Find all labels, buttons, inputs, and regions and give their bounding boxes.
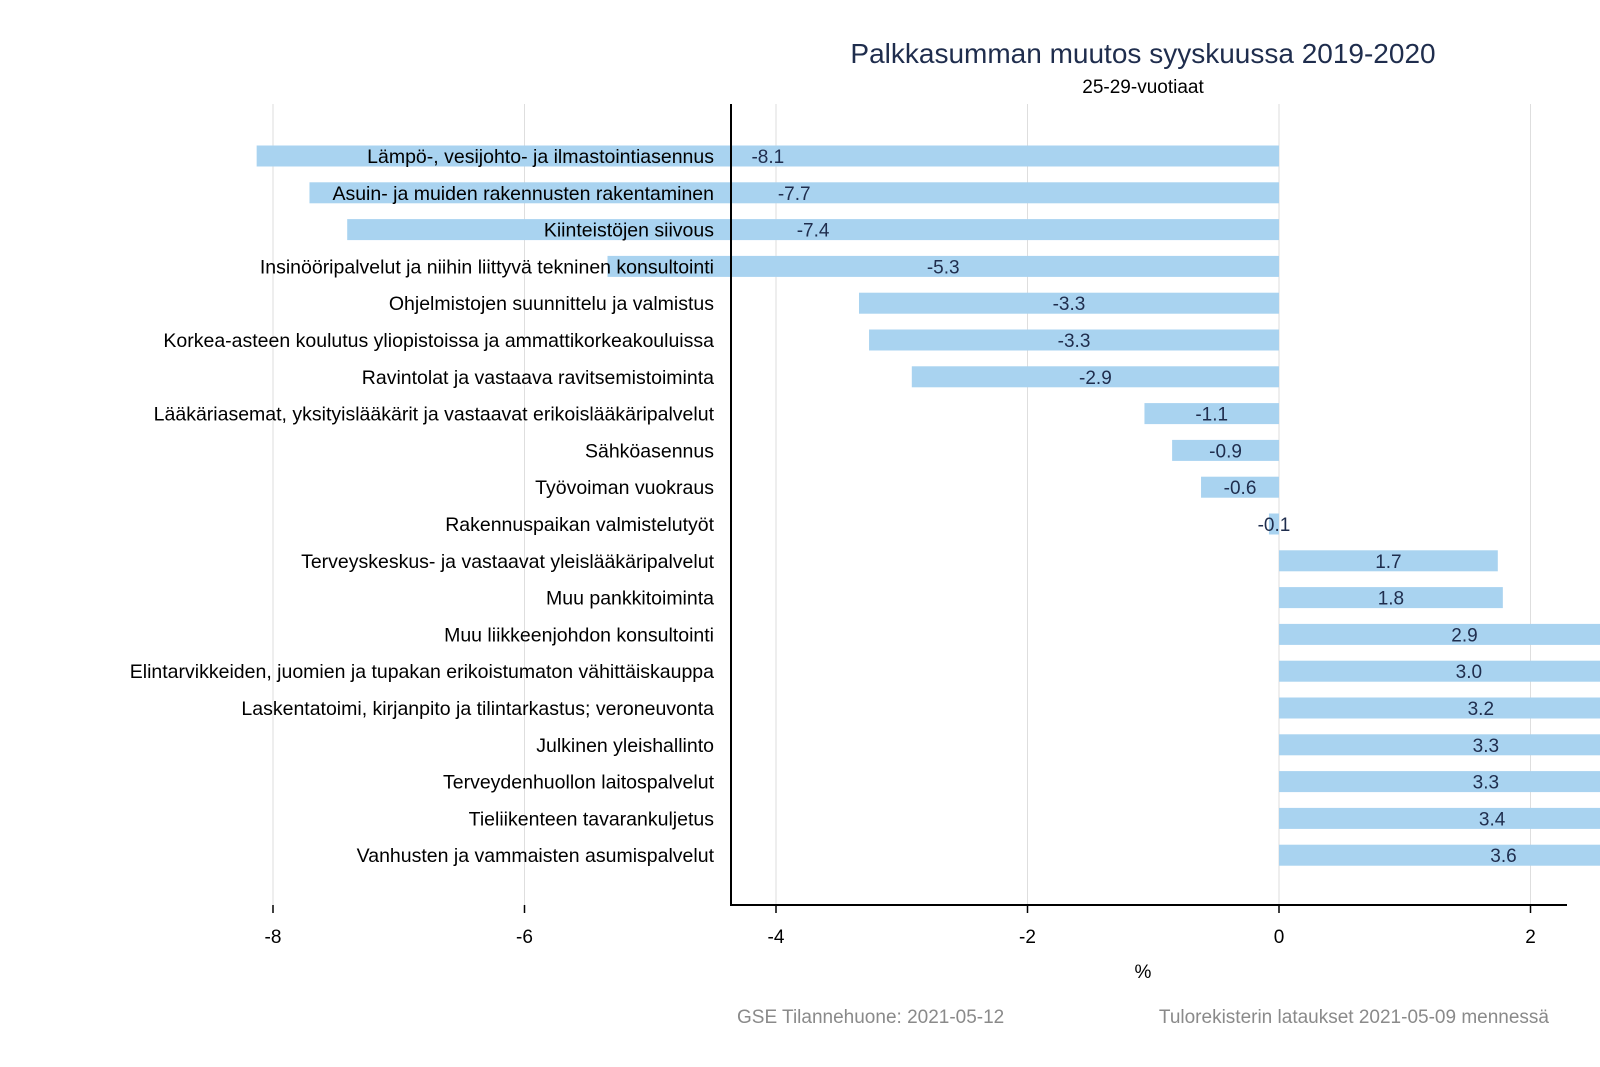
bar <box>1172 439 1279 461</box>
value-label: -7.4 <box>797 221 830 242</box>
footer-note: Tulorekisterin lataukset 2021-05-09 menn… <box>1159 1007 1549 1028</box>
bar <box>1279 550 1498 572</box>
category-label: Muu liikkeenjohdon konsultointi <box>444 624 714 646</box>
x-tick-label: 2 <box>1525 927 1536 948</box>
value-label: 1.8 <box>1378 589 1404 610</box>
category-label: Elintarvikkeiden, juomien ja tupakan eri… <box>130 661 714 683</box>
category-label: Terveyskeskus- ja vastaavat yleislääkäri… <box>301 551 715 573</box>
value-label: -0.1 <box>1258 515 1291 536</box>
value-label: -8.1 <box>751 147 784 168</box>
value-label: 3.6 <box>1490 846 1516 867</box>
bar <box>1279 734 1600 756</box>
category-label: Terveydenhuollon laitospalvelut <box>443 772 715 794</box>
axes <box>730 104 1567 906</box>
value-label: -0.6 <box>1224 478 1257 499</box>
x-tick-label: -6 <box>516 927 533 948</box>
bar <box>347 219 1279 241</box>
bar <box>1279 697 1600 719</box>
category-label: Julkinen yleishallinto <box>536 735 714 757</box>
x-axis-label: % <box>1135 962 1152 983</box>
bar <box>1201 476 1279 498</box>
x-tick-label: -2 <box>1019 927 1036 948</box>
category-label: Sähköasennus <box>585 440 714 462</box>
value-label: 3.2 <box>1468 699 1494 720</box>
value-labels: -8.1 -7.7 -7.4 -5.3 -3.3 -3.3 -2.9 -1.1 -0.9 -0.6… <box>751 147 1516 867</box>
x-tick-label: -8 <box>265 927 282 948</box>
value-label: -3.3 <box>1058 331 1091 352</box>
value-label: -0.9 <box>1209 441 1242 462</box>
bar <box>1279 587 1503 609</box>
value-label: 2.9 <box>1451 625 1477 646</box>
value-label: -2.9 <box>1079 368 1112 389</box>
category-label: Kiinteistöjen siivous <box>544 220 714 242</box>
bar <box>1279 623 1600 645</box>
bar <box>1268 513 1279 535</box>
category-label: Työvoiman vuokraus <box>535 477 714 499</box>
category-label: Insinööripalvelut ja niihin liittyvä tek… <box>260 256 714 278</box>
footer-source: GSE Tilannehuone: 2021-05-12 <box>737 1007 1004 1028</box>
category-labels: Lämpö-, vesijohto- ja ilmastointiasennus… <box>130 146 715 867</box>
chart-title: Palkkasumman muutos syyskuussa 2019-2020 <box>850 38 1435 69</box>
value-label: 3.0 <box>1456 662 1482 683</box>
category-label: Lääkäriasemat, yksityislääkärit ja vasta… <box>154 404 715 426</box>
category-label: Rakennuspaikan valmistelutyöt <box>445 514 714 536</box>
bar <box>911 366 1279 388</box>
category-label: Asuin- ja muiden rakennusten rakentamine… <box>332 183 714 205</box>
category-label: Lämpö-, vesijohto- ja ilmastointiasennus <box>367 146 714 168</box>
bar <box>256 145 1280 167</box>
category-label: Ohjelmistojen suunnittelu ja valmistus <box>389 293 714 315</box>
value-label: -3.3 <box>1053 294 1086 315</box>
bar <box>1279 807 1600 829</box>
bar <box>309 182 1279 204</box>
chart-subtitle: 25-29-vuotiaat <box>1082 77 1204 98</box>
bar <box>869 329 1279 351</box>
category-label: Korkea-asteen koulutus yliopistoissa ja … <box>163 330 714 352</box>
category-label: Ravintolat ja vastaava ravitsemistoimint… <box>362 367 714 389</box>
category-label: Tieliikenteen tavarankuljetus <box>469 808 715 830</box>
value-label: 1.7 <box>1375 552 1401 573</box>
value-label: 3.3 <box>1473 736 1499 757</box>
value-label: -5.3 <box>927 257 960 278</box>
value-label: -7.7 <box>778 184 811 205</box>
category-label: Vanhusten ja vammaisten asumispalvelut <box>357 845 715 867</box>
x-tick-label: 0 <box>1274 927 1285 948</box>
x-tick-label: -4 <box>768 927 785 948</box>
bars <box>256 145 1600 866</box>
bar <box>858 292 1279 314</box>
bar <box>1279 660 1600 682</box>
x-ticks: -8-6-4-2024 <box>265 905 1536 948</box>
category-label: Laskentatoimi, kirjanpito ja tilintarkas… <box>241 698 714 720</box>
bar <box>1144 403 1279 425</box>
bar <box>607 255 1279 277</box>
value-label: 3.4 <box>1479 809 1506 830</box>
bar <box>1279 844 1600 866</box>
value-label: -1.1 <box>1195 405 1228 426</box>
bar <box>1279 771 1600 793</box>
value-label: 3.3 <box>1473 773 1499 794</box>
category-label: Muu pankkitoiminta <box>546 588 714 610</box>
